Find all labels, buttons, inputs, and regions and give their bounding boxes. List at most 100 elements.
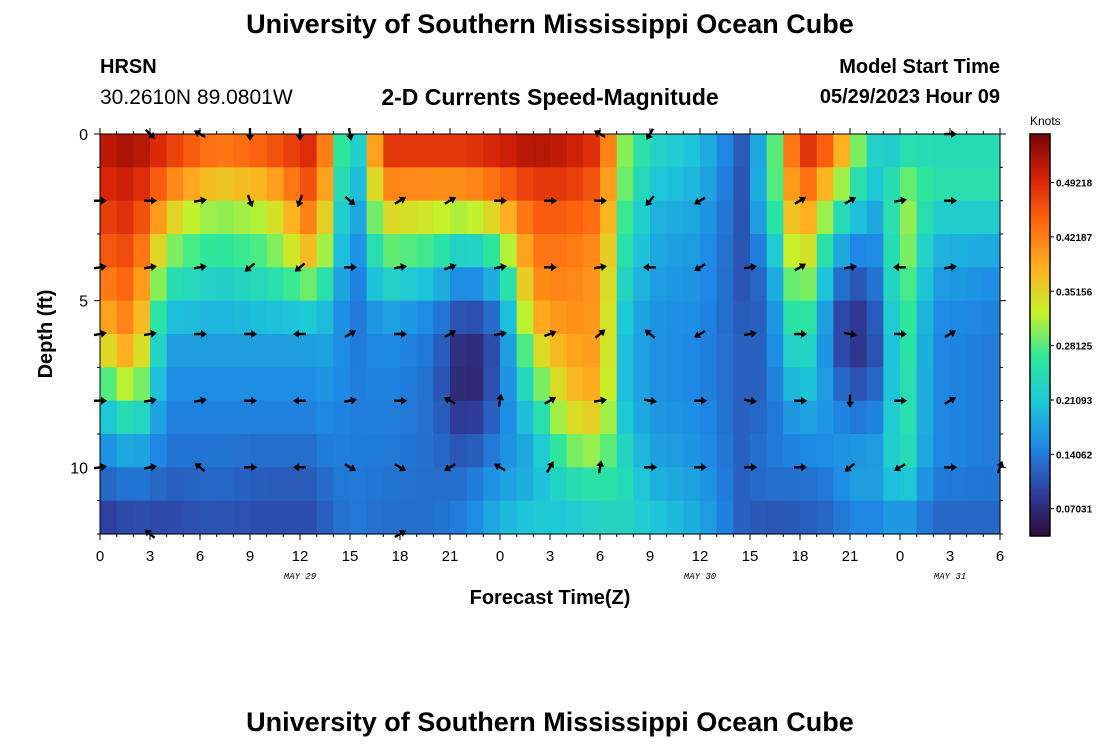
heatmap-cell <box>466 367 484 402</box>
heatmap-cell <box>433 434 451 468</box>
heatmap-cell <box>650 167 668 202</box>
heatmap-cell <box>916 500 934 535</box>
heatmap-cell <box>833 300 851 335</box>
current-arrow <box>194 462 206 473</box>
heatmap-cell <box>416 267 434 302</box>
heatmap-cell <box>683 234 701 268</box>
heatmap-cell <box>600 467 618 502</box>
heatmap-cell <box>616 200 634 235</box>
heatmap-cell <box>483 267 501 302</box>
current-arrow <box>643 396 657 405</box>
heatmap-cell <box>216 334 234 368</box>
heatmap-cell <box>683 434 701 468</box>
heatmap-cell <box>966 434 984 468</box>
heatmap-cell <box>233 400 251 435</box>
heatmap-cell <box>866 434 884 468</box>
current-arrow <box>244 330 257 338</box>
heatmap-cell <box>883 300 901 335</box>
heatmap-cell <box>166 267 184 302</box>
heatmap-cell <box>200 367 218 402</box>
heatmap-cell <box>266 467 284 502</box>
heatmap-cell <box>166 234 184 268</box>
heatmap-cell <box>150 234 168 268</box>
heatmap-cell <box>633 267 651 302</box>
heatmap-cell <box>950 500 968 535</box>
heatmap-cell <box>816 300 834 335</box>
heatmap-cell <box>516 467 534 502</box>
current-arrow <box>293 330 306 338</box>
heatmap-cell <box>216 467 234 502</box>
current-arrow <box>943 263 957 272</box>
heatmap-cell <box>783 234 801 268</box>
station-coordinates: 30.2610N 89.0801W <box>100 86 293 109</box>
heatmap-cell <box>816 500 834 535</box>
heatmap-cell <box>400 467 418 502</box>
heatmap-cell <box>600 300 618 335</box>
heatmap-cell <box>283 367 301 402</box>
x-tick-label: 0 <box>496 548 504 565</box>
heatmap-cell <box>916 300 934 335</box>
heatmap-cell <box>300 434 318 468</box>
heatmap-cell <box>716 400 734 435</box>
heatmap-cell <box>266 434 284 468</box>
heatmap-cell <box>900 234 918 268</box>
colorbar-tick-label: 0.42187 <box>1056 233 1093 244</box>
current-arrow <box>193 263 207 272</box>
heatmap-cell <box>850 200 868 235</box>
heatmap-cell <box>200 334 218 368</box>
heatmap-cell <box>400 234 418 268</box>
heatmap-cell <box>916 200 934 235</box>
heatmap-cell <box>733 434 751 468</box>
model-start-label: Model Start Time <box>839 56 1000 78</box>
current-arrow <box>694 396 707 405</box>
x-tick-label: 18 <box>392 548 409 565</box>
heatmap-cell <box>150 400 168 435</box>
heatmap-cell <box>250 200 268 235</box>
heatmap-cell <box>616 434 634 468</box>
heatmap-cell <box>100 367 118 402</box>
current-arrow <box>645 195 655 207</box>
heatmap-cell <box>316 200 334 235</box>
heatmap-cell <box>100 434 118 468</box>
heatmap-cell <box>666 200 684 235</box>
current-arrow <box>543 329 557 338</box>
heatmap-cell <box>516 234 534 268</box>
current-arrow <box>644 329 656 339</box>
heatmap-cell <box>766 134 784 168</box>
heatmap-cell <box>800 467 818 502</box>
heatmap-cell <box>833 434 851 468</box>
heatmap-cell <box>833 500 851 535</box>
current-arrow <box>545 461 554 474</box>
heatmap-cell <box>766 367 784 402</box>
heatmap-cell <box>366 467 384 502</box>
heatmap-cell <box>766 300 784 335</box>
heatmap-cell <box>200 134 218 168</box>
heatmap-cell <box>316 367 334 402</box>
heatmap-cell <box>300 234 318 268</box>
heatmap-cell <box>366 367 384 402</box>
heatmap-cell <box>850 367 868 402</box>
heatmap-cell <box>283 200 301 235</box>
heatmap-cell <box>900 467 918 502</box>
heatmap-cell <box>266 200 284 235</box>
heatmap-cell <box>433 467 451 502</box>
heatmap-cell <box>433 134 451 168</box>
heatmap-cell <box>683 300 701 335</box>
heatmap-cell <box>816 467 834 502</box>
heatmap-cell <box>183 400 201 435</box>
heatmap-cell <box>133 400 151 435</box>
heatmap-cell <box>150 167 168 202</box>
heatmap-cell <box>450 200 468 235</box>
heatmap-cell <box>933 167 951 202</box>
heatmap-cell <box>116 267 134 302</box>
heatmap-cell <box>883 400 901 435</box>
heatmap-cell <box>250 434 268 468</box>
heatmap-cell <box>416 200 434 235</box>
x-tick-label: 6 <box>196 548 204 565</box>
heatmap-cell <box>683 500 701 535</box>
heatmap-cell <box>966 300 984 335</box>
heatmap-cell <box>366 400 384 435</box>
heatmap-cell <box>583 434 601 468</box>
heatmap-cell <box>216 167 234 202</box>
heatmap-cell <box>750 134 768 168</box>
